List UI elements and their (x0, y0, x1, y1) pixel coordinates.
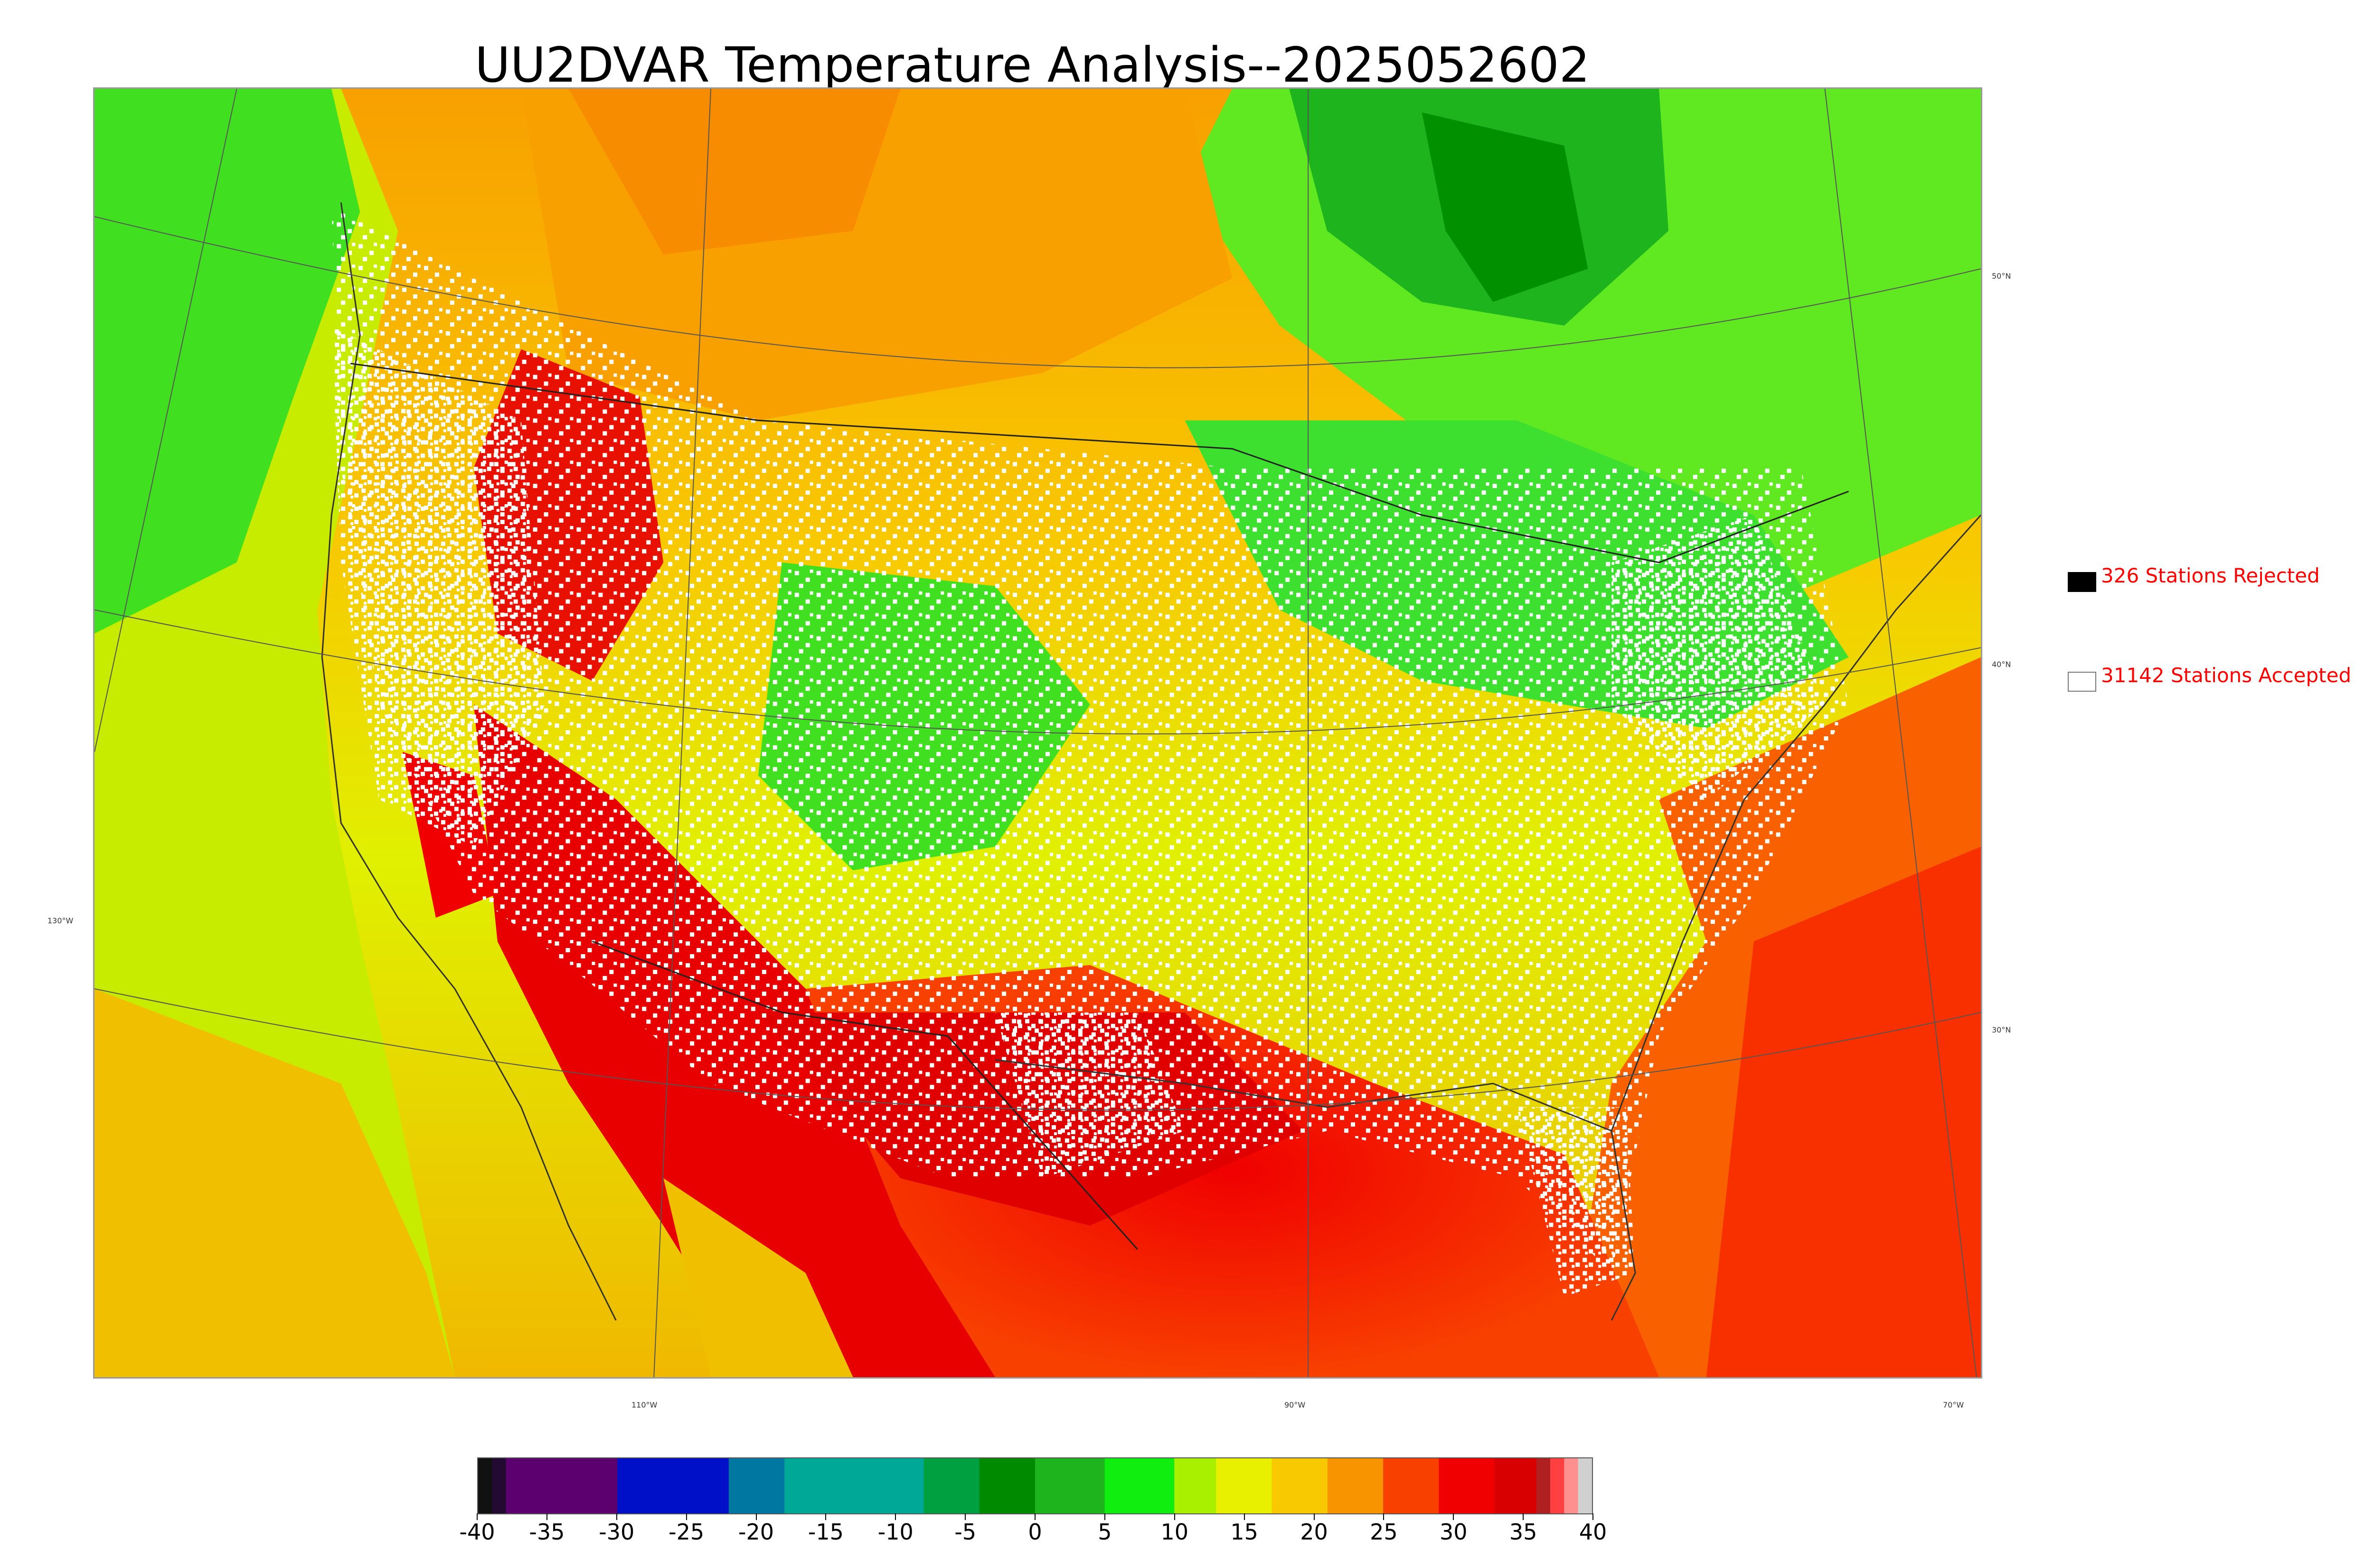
colorbar-segment (1327, 1458, 1384, 1513)
lat-50-line (94, 216, 1981, 368)
accepted-stations-overlay (331, 207, 1849, 1273)
colorbar-segment (492, 1458, 507, 1513)
colorbar-tick-label: 30 (1439, 1519, 1468, 1545)
colorbar-segment (617, 1458, 730, 1513)
us-canada-border (350, 363, 1849, 563)
colorbar-segment (1494, 1458, 1537, 1513)
colorbar-tick-label: -35 (529, 1519, 565, 1545)
colorbar-tick (895, 1513, 896, 1520)
colorbar-segment (923, 1458, 980, 1513)
map-title: UU2DVAR Temperature Analysis--2025052602 (475, 37, 1590, 94)
colorbar-tick-label: 0 (1028, 1519, 1042, 1545)
lat-label-40: 40°N (1992, 660, 2011, 669)
colorbar-segment (728, 1458, 785, 1513)
colorbar-tick (1174, 1513, 1175, 1520)
pacific-coastline (321, 202, 617, 1321)
colorbar-tick (755, 1513, 757, 1520)
temperature-colorbar (477, 1457, 1593, 1514)
lon-label-110: 110°W (631, 1400, 658, 1409)
colorbar-tick-label: 15 (1230, 1519, 1258, 1545)
colorbar-tick-label: 25 (1370, 1519, 1398, 1545)
colorbar-tick-label: -15 (808, 1519, 844, 1545)
colorbar-segment (1272, 1458, 1328, 1513)
colorbar-tick (616, 1513, 617, 1520)
colorbar-tick-label: 20 (1300, 1519, 1328, 1545)
colorbar-tick-label: -25 (669, 1519, 705, 1545)
lon-label-130: 130°W (47, 916, 74, 925)
colorbar-tick (1453, 1513, 1454, 1520)
colorbar-tick (1383, 1513, 1385, 1520)
colorbar-segment (1564, 1458, 1579, 1513)
lon-110-line (653, 89, 712, 1377)
gulf-coastline (995, 1059, 1636, 1321)
lon-130-line (94, 89, 237, 752)
colorbar-tick-label: -40 (459, 1519, 495, 1545)
rejected-stations-swatch (2068, 572, 2096, 592)
colorbar-segment (478, 1458, 493, 1513)
temperature-analysis-map (93, 87, 1982, 1379)
accepted-stations-swatch (2068, 672, 2096, 692)
colorbar-segment (1550, 1458, 1565, 1513)
colorbar-tick-label: -10 (877, 1519, 914, 1545)
north-pacific-field (94, 89, 360, 634)
colorbar-tick-label: 5 (1098, 1519, 1112, 1545)
colorbar-tick (477, 1513, 478, 1520)
colorbar-tick-label: -20 (738, 1519, 774, 1545)
colorbar-segment (1174, 1458, 1217, 1513)
colorbar-tick (1104, 1513, 1105, 1520)
colorbar-segment (1216, 1458, 1272, 1513)
colorbar-tick-label: 10 (1160, 1519, 1189, 1545)
colorbar-tick-label: -30 (599, 1519, 635, 1545)
colorbar-tick (1035, 1513, 1036, 1520)
lat-40-line (94, 609, 1981, 735)
us-mexico-border (592, 940, 1138, 1250)
atlantic-coastline (1611, 515, 1981, 1131)
colorbar-segment (1578, 1458, 1593, 1513)
colorbar-segment (1383, 1458, 1440, 1513)
colorbar-tick-label: 35 (1509, 1519, 1537, 1545)
lat-label-30: 30°N (1992, 1025, 2011, 1034)
lon-label-90: 90°W (1284, 1400, 1306, 1409)
lon-label-70: 70°W (1943, 1400, 1964, 1409)
colorbar-segment (1104, 1458, 1175, 1513)
colorbar-segment (784, 1458, 924, 1513)
colorbar-tick-label: 40 (1579, 1519, 1607, 1545)
colorbar-tick (1523, 1513, 1524, 1520)
lon-70-line (1824, 89, 1978, 1377)
colorbar-segment (1536, 1458, 1551, 1513)
colorbar-segment (1035, 1458, 1105, 1513)
colorbar-tick (965, 1513, 966, 1520)
lat-30-line (94, 988, 1981, 1111)
colorbar-tick-label: -5 (954, 1519, 977, 1545)
colorbar-segment (506, 1458, 618, 1513)
colorbar-tick (1244, 1513, 1245, 1520)
lat-label-50: 50°N (1992, 272, 2011, 281)
colorbar-tick (825, 1513, 827, 1520)
colorbar-tick (1313, 1513, 1315, 1520)
accepted-stations-label: 31142 Stations Accepted (2101, 664, 2352, 687)
colorbar-segment (979, 1458, 1036, 1513)
colorbar-segment (1439, 1458, 1495, 1513)
colorbar-tick (686, 1513, 687, 1520)
rejected-stations-label: 326 Stations Rejected (2101, 564, 2320, 587)
colorbar-tick (546, 1513, 547, 1520)
colorbar-tick (1592, 1513, 1593, 1520)
